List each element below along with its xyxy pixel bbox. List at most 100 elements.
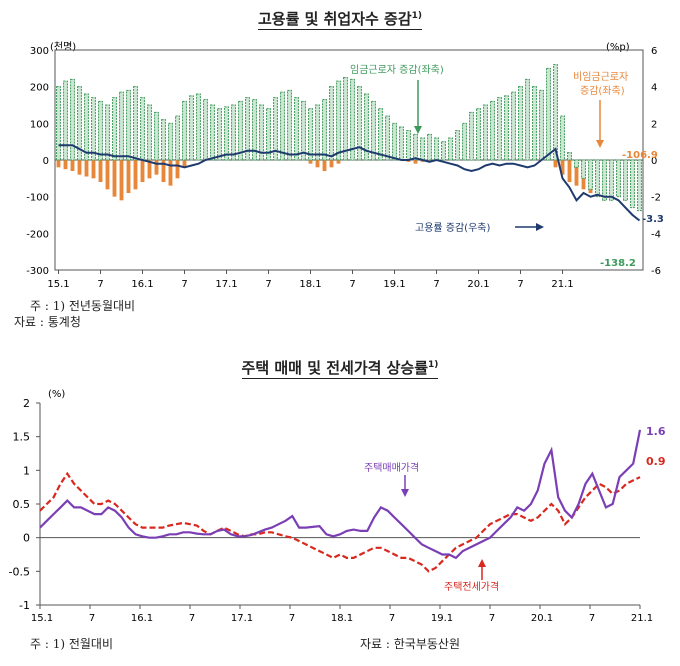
- chart1-bar-wage: [602, 159, 607, 201]
- chart1-right-tick-label: 6: [651, 46, 657, 57]
- chart2-ann-jeonse: 주택전세가격: [444, 580, 499, 593]
- chart1-bar-wage: [301, 100, 306, 161]
- chart1-x-tick-label: 17.1: [215, 279, 237, 290]
- chart1-right-tick-label: 2: [651, 119, 657, 130]
- chart1-left-tick-label: 0: [43, 156, 49, 167]
- chart1-bar-wage: [105, 104, 110, 161]
- chart1-left-tick-label: -100: [26, 193, 49, 204]
- chart1-bar-nonwage: [308, 160, 313, 164]
- chart1-line-emp: [58, 144, 641, 222]
- chart1-bar-wage: [630, 159, 635, 209]
- chart1-x-tick-label: 7: [517, 279, 523, 290]
- chart1-val-nonwage-last: -106.9: [622, 150, 658, 161]
- chart1-bar-wage: [210, 104, 215, 161]
- chart1-bar-nonwage: [560, 160, 565, 175]
- chart2-x-tick-label: 17.1: [231, 613, 253, 624]
- chart1-bar-wage: [217, 108, 222, 161]
- chart1-bar-wage: [490, 100, 495, 161]
- chart2-ann-sale: 주택매매가격: [364, 461, 419, 474]
- chart1-bar-wage: [553, 64, 558, 161]
- chart1-left-tick-label: 100: [30, 119, 49, 130]
- chart1-bar-wage: [392, 122, 397, 161]
- chart1-bar-wage: [469, 111, 474, 161]
- chart1-bar-wage: [532, 86, 537, 161]
- chart1-right-tick-label: -2: [651, 193, 661, 204]
- chart1-right-tick-label: 0: [651, 156, 657, 167]
- chart2-y-tick-label: 0: [23, 532, 30, 545]
- chart1-bar-nonwage: [567, 160, 572, 182]
- chart1-bar-wage: [378, 108, 383, 161]
- chart2-x-tick-label: 16.1: [131, 613, 153, 624]
- chart1-left-tick-label: -200: [26, 229, 49, 240]
- chart1-svg: (천명) (%p) 300 200 100 0 -100 -200 -300 6 4 2 0 -2 -4…: [26, 41, 664, 290]
- chart2-y-tick-label: -1: [19, 599, 30, 612]
- chart2-y-tick-label: -0.5: [9, 565, 30, 578]
- chart1-bar-nonwage: [147, 160, 152, 179]
- chart1-bar-wage: [84, 93, 89, 161]
- chart1-bar-wage: [154, 111, 159, 161]
- chart1-bar-wage: [539, 89, 544, 161]
- chart1-title-text: 고용률 및 취업자수 증감: [257, 10, 412, 28]
- chart2-title: 주택 매매 및 전세가격 상승률1): [0, 357, 680, 379]
- chart1-bar-wage: [511, 91, 516, 161]
- chart1-note: 주 : 1) 전년동월대비: [30, 299, 136, 313]
- chart2-x-tick-label: 18.1: [331, 613, 353, 624]
- chart1-bar-wage: [91, 97, 96, 161]
- chart2-val-sale-last: 1.6: [646, 425, 666, 438]
- chart1-right-tick-label: -6: [651, 266, 661, 277]
- chart2-y-tick-label: 0.5: [13, 498, 31, 511]
- chart1-bar-wage: [245, 97, 250, 161]
- chart1-bar-wage: [119, 91, 124, 161]
- chart1-bar-wage: [196, 93, 201, 161]
- chart1-bar-nonwage: [133, 160, 138, 190]
- chart1-bar-wage: [77, 86, 82, 161]
- chart1-bar-nonwage: [105, 160, 110, 190]
- chart2-x-tick-label: 7: [89, 613, 95, 624]
- chart2-x-tick-label: 21.1: [631, 613, 653, 624]
- chart1-bar-nonwage: [84, 160, 89, 177]
- chart2-x-tick-label: 7: [189, 613, 195, 624]
- chart1-bar-wage: [588, 159, 593, 190]
- chart1-bar-wage: [63, 80, 68, 161]
- chart1-bar-wage: [224, 106, 229, 161]
- chart2-x-tick-label: 7: [289, 613, 295, 624]
- chart2-ann-sale-arrowhead: [401, 489, 409, 497]
- chart1-val-wage-last: -138.2: [600, 258, 636, 269]
- chart1-right-unit: (%p): [606, 42, 630, 53]
- chart1-bar-wage: [147, 104, 152, 161]
- chart1-source: 자료 : 통계청: [14, 315, 81, 329]
- chart1-x-tick-label: 21.1: [551, 279, 573, 290]
- chart1-bar-wage: [574, 159, 579, 168]
- chart1-bar-nonwage: [70, 160, 75, 171]
- chart1-bar-wage: [252, 99, 257, 161]
- chart1-left-tick-label: 300: [30, 46, 49, 57]
- chart1-bar-nonwage: [56, 160, 61, 168]
- chart1-right-tick-label: -4: [651, 229, 661, 240]
- chart1-bar-wage: [357, 86, 362, 161]
- chart1-x-tick-label: 18.1: [299, 279, 321, 290]
- chart1-bar-nonwage: [112, 160, 117, 197]
- chart1-bar-wage: [476, 108, 481, 161]
- chart1-bar-wage: [168, 122, 173, 161]
- chart2-x-tick-label: 20.1: [531, 613, 553, 624]
- chart2-note: 주 : 1) 전월대비: [30, 637, 114, 651]
- chart1-left-tick-label: -300: [26, 266, 49, 277]
- chart2-x-tick-label: 7: [589, 613, 595, 624]
- chart1-ann-wage-arrowhead: [414, 126, 422, 134]
- chart1-bar-nonwage: [161, 160, 166, 182]
- chart2-y-tick-label: 1: [23, 464, 30, 477]
- chart1-bar-wage: [483, 104, 488, 161]
- chart1-bar-wage: [182, 100, 187, 161]
- chart1-bar-wage: [385, 115, 390, 161]
- chart1-bar-nonwage: [336, 160, 341, 164]
- chart1-bar-wage: [259, 104, 264, 161]
- chart1-bar-wage: [420, 137, 425, 161]
- chart1-bar-wage: [238, 100, 243, 161]
- chart1-bar-wage: [161, 119, 166, 161]
- chart1-title: 고용률 및 취업자수 증감1): [0, 8, 680, 30]
- chart1-bar-nonwage: [154, 160, 159, 175]
- chart2-line-sale: [39, 429, 642, 560]
- chart1-bar-nonwage: [98, 160, 103, 182]
- chart1-bar-nonwage: [553, 160, 558, 168]
- chart1-x-tick-label: 7: [349, 279, 355, 290]
